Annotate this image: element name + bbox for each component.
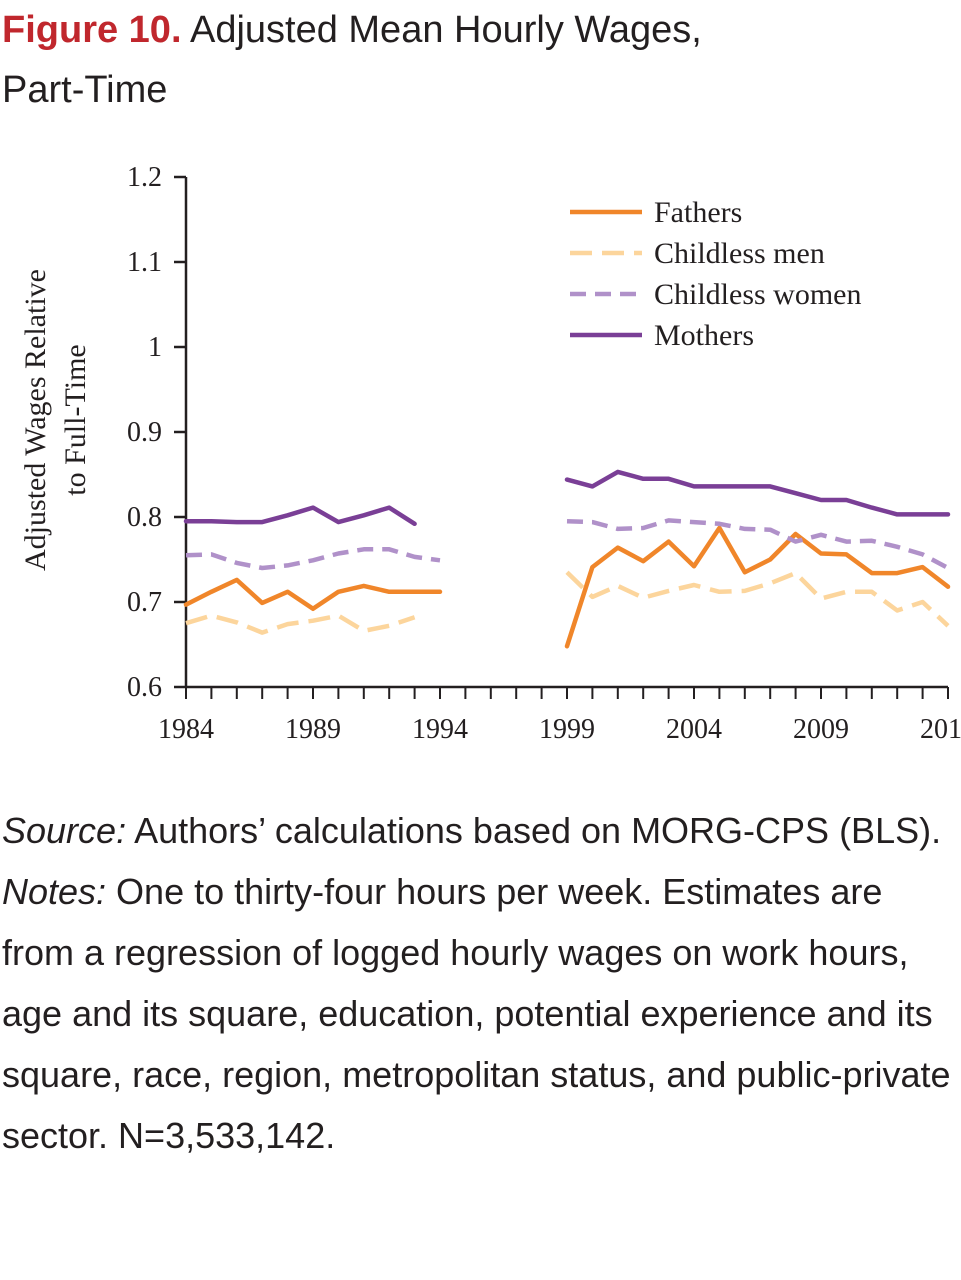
y-tick-label: 0.7 xyxy=(127,587,162,618)
y-tick-label: 1.1 xyxy=(127,247,162,278)
x-tick-label: 1984 xyxy=(158,714,214,745)
source-note: Source: Authors’ calculations based on M… xyxy=(2,800,952,861)
y-tick-label: 1.2 xyxy=(127,162,162,193)
x-tick-label: 2004 xyxy=(666,714,722,745)
x-tick-label: 1994 xyxy=(412,714,468,745)
figure-title-line1: Adjusted Mean Hourly Wages, xyxy=(189,9,702,51)
x-tick-label: 1989 xyxy=(285,714,341,745)
series-line-fathers xyxy=(564,525,951,649)
y-axis-title-line1: Adjusted Wages Relative xyxy=(19,269,52,571)
x-tick-label: 2009 xyxy=(793,714,849,745)
y-tick-label: 1 xyxy=(148,332,162,363)
series-line-mothers xyxy=(564,469,951,517)
line-chart: 0.6 0.7 0.8 0.9 1 1.1 1.2 1984 1989 1994 1999 2004 2… xyxy=(19,162,961,745)
series-line-childless-women xyxy=(566,518,950,570)
figure-label: Figure 10. xyxy=(2,9,182,51)
source-text: Authors’ calculations based on MORG-CPS … xyxy=(126,810,942,851)
caption: Source: Authors’ calculations based on M… xyxy=(2,800,952,1166)
y-tick-label: 0.9 xyxy=(127,417,162,448)
figure-title: Figure 10. Adjusted Mean Hourly Wages, P… xyxy=(2,0,952,120)
y-axis-title-line2: to Full-Time xyxy=(59,344,92,495)
legend-label: Fathers xyxy=(654,196,742,229)
figure-title-line2: Part-Time xyxy=(2,69,168,111)
y-tick-label: 0.6 xyxy=(127,672,162,703)
x-tick-label: 2014 xyxy=(920,714,961,745)
notes: Notes: One to thirty-four hours per week… xyxy=(2,861,952,1166)
series-line-childless-men xyxy=(185,613,416,635)
notes-label: Notes: xyxy=(2,871,107,912)
series-line-childless-men xyxy=(565,570,950,628)
legend-label: Childless men xyxy=(654,237,825,270)
series-line-mothers xyxy=(183,505,417,527)
source-label: Source: xyxy=(2,810,127,851)
series-line-childless-women xyxy=(185,547,441,571)
series-line-fathers xyxy=(183,577,443,612)
y-tick-label: 0.8 xyxy=(127,502,162,533)
notes-text: One to thirty-four hours per week. Estim… xyxy=(2,871,951,1156)
legend-label: Mothers xyxy=(654,319,754,352)
legend-label: Childless women xyxy=(654,278,862,311)
x-tick-label: 1999 xyxy=(539,714,595,745)
